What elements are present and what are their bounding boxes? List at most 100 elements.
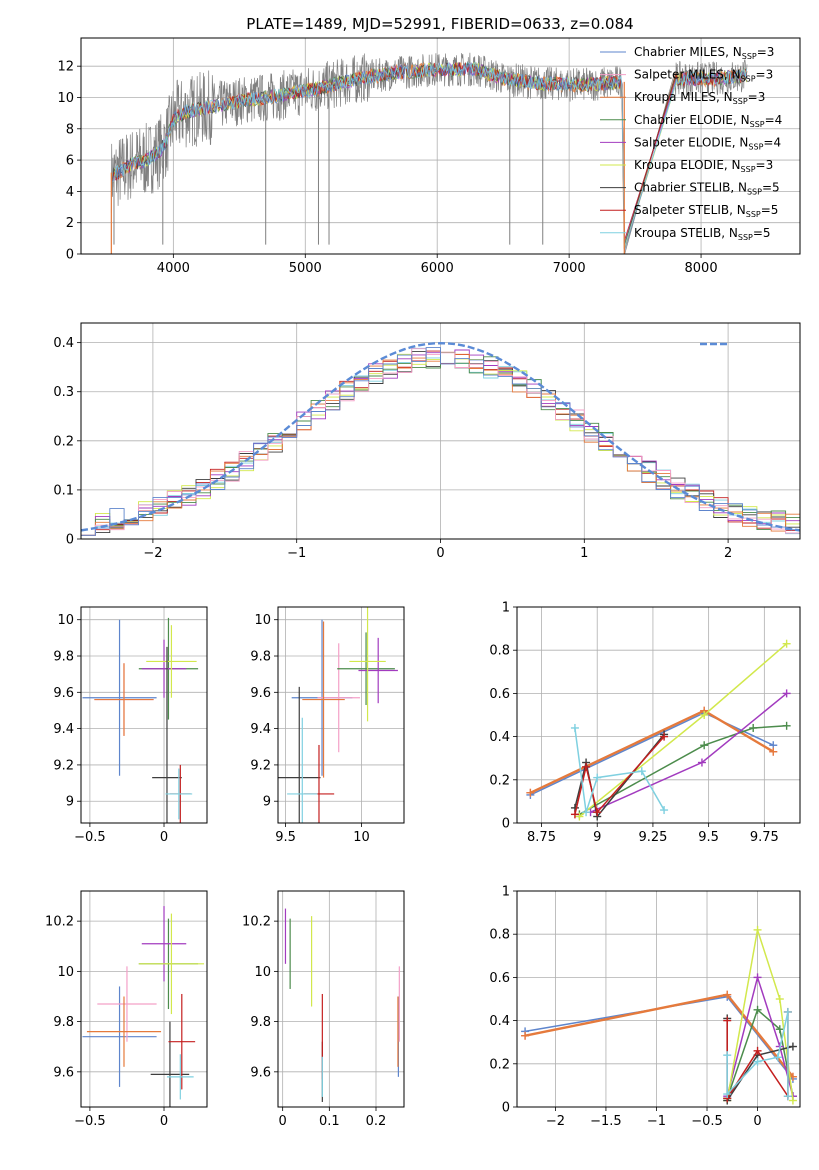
weight-line-kroupa_miles: [524, 993, 794, 1078]
legend-text: Salpeter STELIB, N: [634, 203, 746, 217]
weight-line-kroupa_elodie: [578, 643, 788, 818]
y-tick-label: 0.3: [53, 385, 74, 400]
y-tick-label: 9.6: [53, 686, 74, 701]
x-tick-label: −2: [143, 546, 162, 561]
legend-label-chabrier_stelib: Chabrier STELIB, NSSP=5: [634, 181, 780, 197]
x-tick-label: −0.5: [74, 830, 106, 845]
weight-line-salpeter_stelib: [574, 736, 665, 815]
weight-marker-salpeter_stelib: [723, 1016, 732, 1025]
legend-tail: =5: [761, 203, 779, 217]
x-tick-label: 9.5: [698, 830, 719, 845]
weight-marker-kroupa_stelib: [753, 1057, 762, 1066]
x-tick-label: −0.5: [74, 1114, 106, 1129]
y-tick-label: 0.6: [489, 687, 510, 702]
legend-label-kroupa_miles: Kroupa MILES, NSSP=3: [634, 90, 765, 106]
x-tick-label: 0: [160, 830, 168, 845]
legend-sub: SSP: [750, 120, 765, 129]
plot-residuals: −2 −1 0 1 2 0 0.1 0.2 0.3 0.4: [53, 322, 801, 561]
plot-spectrum: 4000 5000 6000 7000 8000 0 2 4 6 8 10 12 Chabrier MI…: [57, 37, 801, 276]
weight-line-kroupa_elodie: [726, 929, 794, 1101]
y-tick-label: 0.1: [53, 483, 74, 498]
weight-marker-chabrier_elodie: [775, 1025, 784, 1034]
plot-area-mass_vs_ebv: [284, 908, 400, 1102]
x-tick-label: −1.5: [590, 1114, 622, 1129]
x-tick-label: 0.1: [319, 1114, 340, 1129]
weight-marker-kroupa_miles: [526, 788, 535, 797]
weight-line-chabrier_miles: [530, 711, 774, 796]
legend-text: Chabrier STELIB, N: [634, 181, 747, 195]
y-tick-label: 10: [254, 613, 271, 628]
x-tick-label: 9.75: [750, 830, 779, 845]
y-tick-label: 0: [502, 1101, 510, 1116]
weight-marker-chabrier_elodie: [753, 1005, 762, 1014]
weight-marker-kroupa_stelib: [723, 1051, 732, 1060]
weight-line-salpeter_elodie: [726, 974, 794, 1097]
plot-area-mass_vs_Z: [82, 906, 205, 1107]
errorbar-kroupa_miles: [86, 996, 162, 1067]
plot-frame: [516, 606, 801, 824]
weight-marker-kroupa_stelib: [783, 1007, 792, 1016]
errorbar-salpeter_elodie: [141, 639, 187, 698]
legend-text: Kroupa ELODIE, N: [634, 158, 741, 172]
x-tick-label: 4000: [157, 261, 190, 276]
x-tick-label: 1: [580, 546, 588, 561]
legend-tail: =3: [756, 158, 774, 172]
weight-marker-kroupa_stelib: [660, 806, 669, 815]
legend-sub: SSP: [741, 75, 756, 84]
x-tick-label: 0.2: [366, 1114, 387, 1129]
weight-marker-kroupa_stelib: [773, 1053, 782, 1062]
legend-label-salpeter_miles: Salpeter MILES, NSSP=3: [634, 68, 773, 84]
legend-label-kroupa_elodie: Kroupa ELODIE, NSSP=3: [634, 158, 773, 174]
weight-marker-kroupa_miles: [723, 990, 732, 999]
plot-age_vs_mass: 9.5 10 9 9.2 9.4 9.6 9.8 10: [250, 606, 405, 845]
x-tick-label: 6000: [421, 261, 454, 276]
weight-marker-kroupa_elodie: [700, 711, 709, 719]
plot-frame: [277, 606, 405, 824]
errorbar-salpeter_elodie: [141, 906, 187, 982]
weight-marker-kroupa_elodie: [782, 639, 791, 648]
x-tick-label: 0: [753, 1114, 761, 1129]
y-tick-label: 9.4: [250, 722, 271, 737]
errorbar-kroupa_stelib: [166, 1054, 194, 1100]
plot-area-age_vs_mass: [278, 607, 398, 823]
plot-mass_weight_vs_age: 8.75 9 9.25 9.5 9.75 0 0.2 0.4 0.6 0.8 1: [489, 601, 801, 845]
y-tick-label: 0.2: [489, 1057, 510, 1072]
y-tick-label: 0.4: [489, 1014, 510, 1029]
legend-sub: SSP: [746, 210, 761, 219]
weight-marker-salpeter_stelib: [660, 732, 669, 741]
errorbar-chabrier_miles: [82, 986, 157, 1087]
legend-tail: =3: [756, 68, 774, 82]
y-tick-label: 6: [66, 154, 74, 169]
y-tick-label: 10.2: [242, 915, 271, 930]
y-tick-label: 9.8: [53, 650, 74, 665]
errorbar-salpeter_elodie: [358, 637, 398, 704]
x-tick-label: 9.25: [638, 830, 667, 845]
errorbar-salpeter_stelib: [168, 993, 196, 1090]
y-tick-label: 9.8: [53, 1015, 74, 1030]
errorbar-chabrier_elodie: [337, 632, 395, 706]
x-tick-label: 8.75: [527, 830, 556, 845]
y-tick-label: 0.2: [489, 773, 510, 788]
y-tick-label: 0: [66, 248, 74, 263]
y-tick-label: 0.8: [489, 644, 510, 659]
errorbar-kroupa_miles: [94, 663, 154, 736]
x-tick-label: 9: [593, 830, 601, 845]
weight-marker-kroupa_miles: [769, 747, 778, 756]
legend-tail: =3: [748, 90, 766, 104]
legend-text: Chabrier MILES, N: [634, 45, 742, 59]
weight-marker-kroupa_elodie: [775, 995, 784, 1003]
y-tick-label: 9.2: [53, 758, 74, 773]
errorbar-kroupa_miles: [302, 621, 345, 778]
legend-sub: SSP: [738, 233, 753, 242]
legend-tail: =4: [763, 135, 781, 149]
y-tick-label: 0.6: [489, 971, 510, 986]
legend-label-chabrier_miles: Chabrier MILES, NSSP=3: [634, 45, 774, 61]
x-tick-label: 0: [279, 1114, 287, 1129]
legend-label-salpeter_elodie: Salpeter ELODIE, NSSP=4: [634, 135, 781, 151]
y-tick-label: 0.2: [53, 434, 74, 449]
x-tick-label: 2: [724, 546, 732, 561]
normal-curve: [81, 341, 800, 532]
